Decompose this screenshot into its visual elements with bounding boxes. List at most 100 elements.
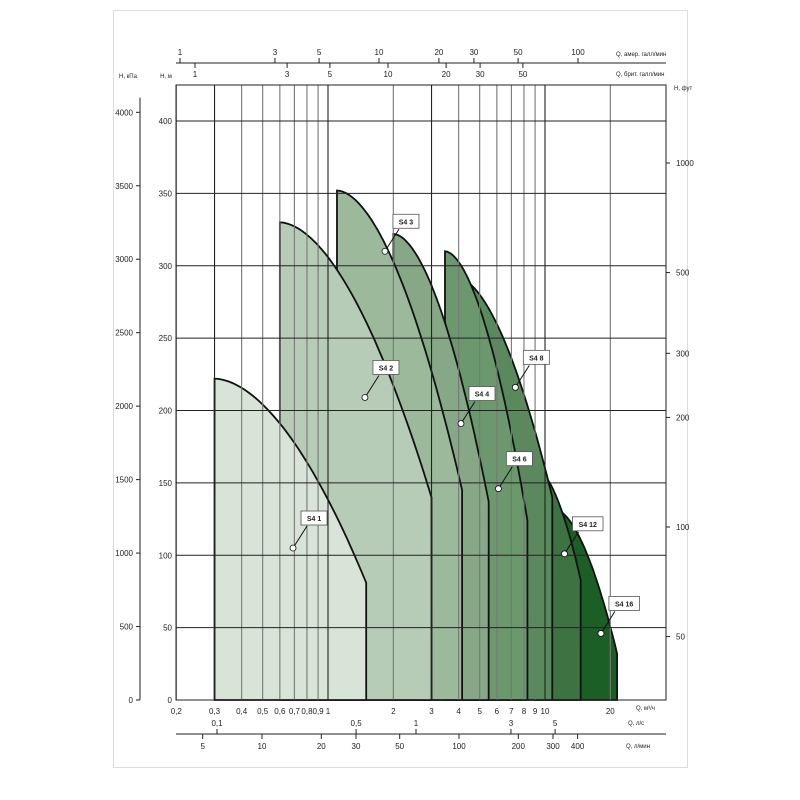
kpa-tick-label: 4000: [115, 108, 133, 117]
us-gpm-tick-label: 20: [434, 48, 443, 57]
x-tick-label: 8: [522, 707, 527, 716]
series-label-box: [468, 386, 496, 401]
lmin-tick-label: 200: [512, 742, 526, 751]
kpa-tick-label: 2500: [115, 329, 133, 338]
ft-tick-label: 100: [676, 523, 690, 532]
x-tick-label: 0,5: [257, 707, 269, 716]
series-label-box: [522, 349, 550, 365]
series-label: S4 1: [307, 516, 322, 523]
kpa-tick-label: 0: [129, 696, 134, 705]
y-tick-label: 200: [159, 407, 173, 416]
series-label: S4 16: [615, 601, 633, 608]
kpa-axis-label: H, кПа: [119, 74, 138, 80]
series-label-leader: [497, 466, 513, 489]
series-marker: [289, 544, 297, 552]
x-tick-label: 0,9: [313, 707, 325, 716]
series-label-leader: [384, 229, 400, 252]
series-marker: [597, 630, 605, 637]
y-tick-label: 150: [159, 479, 173, 488]
us-gpm-tick-label: 10: [375, 48, 384, 57]
series-marker: [495, 485, 502, 493]
chart-frame: [113, 10, 688, 768]
y-tick-label: 0: [168, 696, 173, 705]
x-axis-label: Q, м³/ч: [636, 706, 655, 712]
ls-axis-label: Q, л/с: [628, 721, 644, 727]
series-label: S4 12: [579, 522, 597, 529]
imp-gpm-tick-label: 50: [518, 70, 527, 79]
lmin-tick-label: 5: [200, 742, 205, 751]
series-label-box: [506, 451, 533, 467]
y-tick-label: 50: [163, 624, 172, 633]
x-tick-label: 0,7: [289, 707, 301, 716]
x-tick-label: 10: [541, 707, 550, 716]
ls-tick-label: 1: [414, 719, 419, 728]
kpa-tick-label: 500: [120, 623, 134, 632]
us-gpm-tick-label: 100: [571, 48, 585, 57]
series-marker: [457, 420, 465, 427]
imp-gpm-tick-label: 10: [384, 70, 393, 79]
series-label-leader: [600, 611, 616, 634]
series-label-leader: [564, 531, 579, 555]
series-label-leader: [460, 401, 476, 424]
series-label: S4 8: [529, 355, 544, 362]
us-gpm-tick-label: 5: [317, 48, 322, 57]
plot-border: [175, 84, 667, 701]
lmin-axis-label: Q, л/мин: [626, 744, 650, 750]
ft-tick-label: 1000: [676, 159, 694, 168]
series-label: S4 2: [379, 365, 394, 372]
imp-gpm-axis-label: Q, брит. галл/мин: [616, 72, 664, 78]
series-label-leader: [364, 375, 380, 398]
us-gpm-tick-label: 30: [469, 48, 478, 57]
y-tick-label: 100: [159, 551, 173, 560]
us-gpm-tick-label: 1: [178, 48, 183, 57]
x-tick-label: 2: [391, 707, 396, 716]
y-tick-label: 300: [159, 262, 173, 271]
series-label-box: [300, 510, 328, 526]
series-label: S4 3: [399, 219, 414, 226]
kpa-tick-label: 1000: [115, 549, 133, 558]
series-marker: [511, 383, 519, 391]
series-label-box: [608, 596, 640, 611]
y-tick-label: 250: [159, 334, 173, 343]
imp-gpm-tick-label: 20: [442, 70, 451, 79]
us-gpm-tick-label: 50: [514, 48, 523, 57]
series-marker: [561, 550, 568, 558]
series-marker: [361, 394, 369, 401]
ls-tick-label: 0,5: [351, 719, 363, 728]
ft-tick-label: 500: [676, 269, 690, 278]
x-tick-label: 3: [429, 707, 434, 716]
x-tick-label: 20: [606, 707, 615, 716]
x-tick-label: 0,8: [301, 707, 313, 716]
x-tick-label: 1: [326, 707, 331, 716]
ft-tick-label: 50: [676, 633, 685, 642]
series-label-leader: [514, 365, 530, 388]
x-tick-label: 0,3: [209, 707, 221, 716]
imp-gpm-tick-label: 30: [476, 70, 485, 79]
x-tick-label: 5: [477, 707, 482, 716]
series-label: S4 6: [512, 457, 527, 464]
y-axis-label: H, м: [160, 74, 172, 80]
series-label-box: [372, 360, 400, 375]
lmin-tick-label: 10: [258, 742, 267, 751]
kpa-tick-label: 2000: [115, 402, 133, 411]
kpa-tick-label: 3500: [115, 182, 133, 191]
lmin-tick-label: 300: [546, 742, 560, 751]
x-tick-label: 9: [533, 707, 538, 716]
us-gpm-tick-label: 3: [273, 48, 278, 57]
x-tick-label: 0,2: [171, 707, 183, 716]
lmin-tick-label: 50: [395, 742, 404, 751]
lmin-tick-label: 20: [317, 742, 326, 751]
ft-tick-label: 200: [676, 413, 690, 422]
imp-gpm-tick-label: 3: [285, 70, 290, 79]
ls-tick-label: 5: [553, 719, 558, 728]
series-label-box: [392, 213, 420, 229]
lmin-tick-label: 400: [571, 742, 585, 751]
series-label-leader: [292, 525, 308, 549]
us-gpm-axis-label: Q, амер. галл/мин: [616, 52, 666, 58]
ft-tick-label: 300: [676, 349, 690, 358]
x-tick-label: 4: [456, 707, 461, 716]
series-label: S4 4: [475, 392, 490, 399]
x-tick-label: 0,4: [236, 707, 248, 716]
x-tick-label: 7: [509, 707, 514, 716]
